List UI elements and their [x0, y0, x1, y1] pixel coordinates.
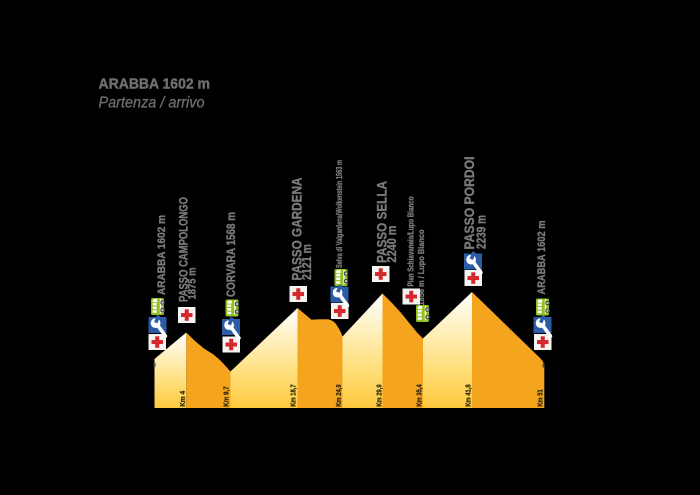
- svg-text:1875 m: 1875 m: [187, 267, 199, 299]
- svg-text:Pian Schiavaneis/Lupo Bianco: Pian Schiavaneis/Lupo Bianco: [407, 196, 416, 286]
- svg-text:Partenza / arrivo: Partenza / arrivo: [99, 95, 205, 112]
- svg-text:PASSO CAMPOLONGO: PASSO CAMPOLONGO: [177, 197, 191, 302]
- svg-text:ARABBA 1602 m: ARABBA 1602 m: [536, 220, 548, 294]
- svg-text:Km 35,4: Km 35,4: [417, 384, 424, 407]
- svg-text:CORVARA 1568 m: CORVARA 1568 m: [226, 212, 238, 297]
- svg-text:Km 18,7: Km 18,7: [291, 384, 298, 407]
- svg-text:2239 m: 2239 m: [474, 215, 489, 249]
- svg-text:1856 m / Lupo Bianco: 1856 m / Lupo Bianco: [417, 229, 426, 305]
- svg-text:PASSO SELLA: PASSO SELLA: [374, 181, 390, 263]
- svg-text:ARABBA 1602 m: ARABBA 1602 m: [156, 215, 168, 295]
- svg-text:Km 24,9: Km 24,9: [336, 384, 343, 407]
- svg-text:Km 51: Km 51: [538, 389, 545, 407]
- svg-text:Km 4: Km 4: [180, 391, 187, 407]
- svg-text:2121 m: 2121 m: [299, 244, 314, 280]
- svg-text:Selva di Valgardena/Wolkenstei: Selva di Valgardena/Wolkenstein 1563 m: [335, 160, 344, 268]
- svg-text:Km 9,7: Km 9,7: [224, 386, 231, 407]
- svg-text:PASSO PORDOI: PASSO PORDOI: [461, 157, 477, 250]
- svg-text:Km 41,8: Km 41,8: [466, 384, 473, 407]
- svg-text:Km 29,9: Km 29,9: [377, 384, 384, 407]
- svg-text:2240 m: 2240 m: [384, 226, 399, 263]
- svg-text:PASSO GARDENA: PASSO GARDENA: [289, 178, 305, 281]
- svg-text:ARABBA 1602 m: ARABBA 1602 m: [99, 77, 211, 93]
